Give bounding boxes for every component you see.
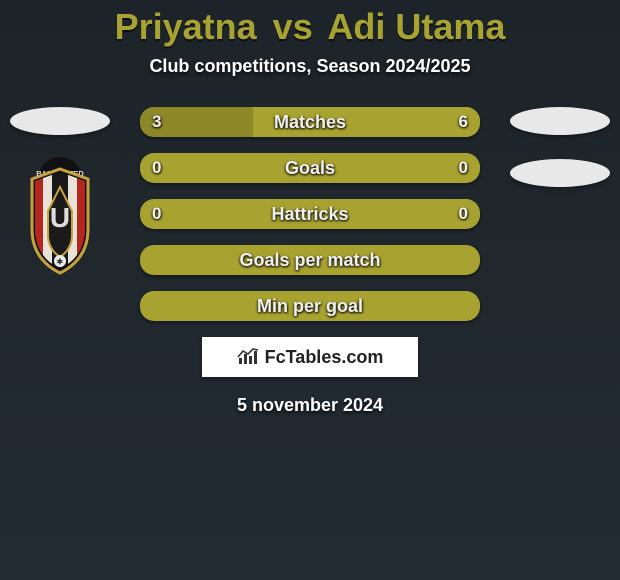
stat-row-goals: 00Goals [140,153,480,183]
stat-row-mpg: Min per goal [140,291,480,321]
stat-label: Goals [140,153,480,183]
player-right-name: Adi Utama [327,6,505,47]
left-player-column: BALI UNITED U [0,107,120,275]
stat-label: Matches [140,107,480,137]
subtitle: Club competitions, Season 2024/2025 [0,56,620,77]
right-player-column [500,107,620,187]
watermark: FcTables.com [202,337,418,377]
stat-row-matches: 36Matches [140,107,480,137]
stat-row-gpm: Goals per match [140,245,480,275]
page-title: Priyatna vs Adi Utama [0,6,620,48]
right-club-logo-placeholder [510,159,610,187]
vs-separator: vs [273,6,313,47]
right-player-avatar-placeholder [510,107,610,135]
svg-text:U: U [50,202,70,233]
watermark-text: FcTables.com [265,347,384,368]
stat-label: Min per goal [140,291,480,321]
date-text: 5 november 2024 [0,395,620,416]
watermark-chart-icon [237,348,259,366]
stat-label: Hattricks [140,199,480,229]
stat-label: Goals per match [140,245,480,275]
left-club-logo: BALI UNITED U [10,157,110,275]
comparison-stage: BALI UNITED U [0,107,620,416]
stat-bars: 36Matches 00Goals 00Hattricks Goals per mat… [140,107,480,321]
left-player-avatar-placeholder [10,107,110,135]
stat-row-hattricks: 00Hattricks [140,199,480,229]
player-left-name: Priyatna [115,6,257,47]
